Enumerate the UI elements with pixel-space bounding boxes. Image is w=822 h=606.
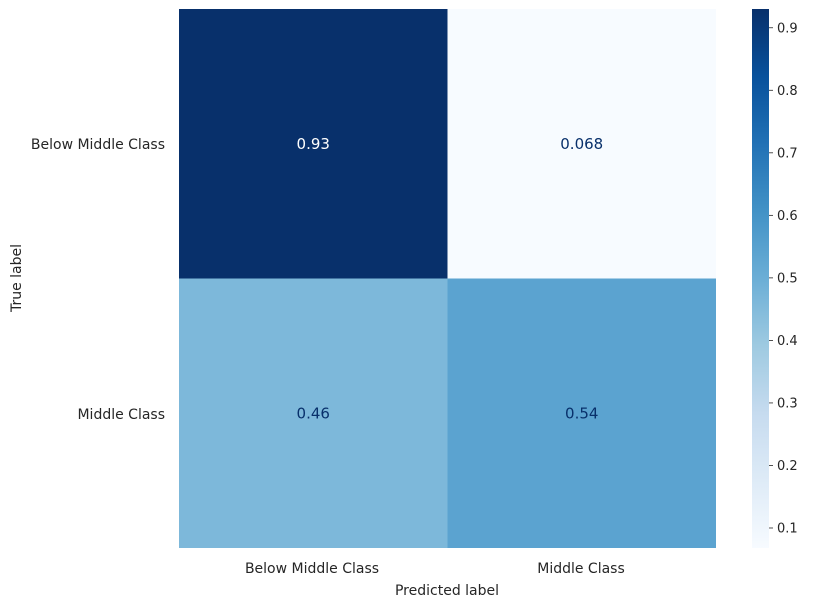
colorbar-tick-label: 0.2	[777, 459, 798, 474]
y-tick-label: Middle Class	[77, 407, 165, 423]
colorbar-tick-label: 0.4	[777, 334, 798, 349]
heatmap-cells	[179, 9, 716, 548]
colorbar-tick-label: 0.5	[777, 271, 798, 286]
cell-value-label: 0.068	[560, 135, 603, 153]
colorbar	[752, 9, 769, 548]
colorbar-tick-label: 0.9	[777, 21, 798, 36]
cell-value-label: 0.46	[297, 404, 330, 422]
colorbar-tick-label: 0.6	[777, 209, 798, 224]
x-axis-label: Predicted label	[395, 583, 499, 599]
heatmap-cell	[447, 9, 716, 279]
x-tick-label: Middle Class	[537, 561, 625, 577]
colorbar-tick-label: 0.8	[777, 84, 798, 99]
colorbar-tick-label: 0.7	[777, 146, 798, 161]
colorbar-tick-label: 0.1	[777, 521, 798, 536]
heatmap-cell	[447, 278, 716, 548]
colorbar-tick-label: 0.3	[777, 396, 798, 411]
heatmap-cell	[179, 9, 448, 279]
y-tick-label: Below Middle Class	[31, 137, 165, 153]
x-tick-label: Below Middle Class	[245, 561, 379, 577]
cell-value-label: 0.54	[565, 404, 598, 422]
cell-value-label: 0.93	[297, 135, 330, 153]
y-axis-label: True label	[9, 244, 25, 313]
colorbar-ticks: 0.1 0.2 0.3 0.4 0.5 0.6 0.7 0.8 0.9	[769, 21, 798, 536]
heatmap-cell	[179, 278, 448, 548]
cell-value-labels: 0.93 0.068 0.46 0.54	[297, 135, 604, 423]
